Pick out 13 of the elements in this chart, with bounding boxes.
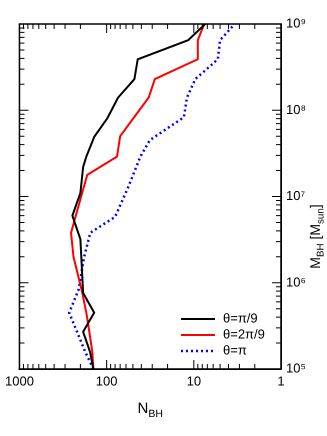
x-tick-label: 1 <box>277 373 285 388</box>
x-tick-label: 100 <box>96 373 118 388</box>
y-tick-label: 10⁹ <box>286 16 306 31</box>
x-tick-label: 10 <box>186 373 202 388</box>
y-tick-label: 10⁵ <box>286 360 306 376</box>
legend-label: θ=π/9 <box>223 310 258 326</box>
y-axis-title: MBH [Msun] <box>306 204 327 269</box>
y-tick-label: 10⁷ <box>286 188 306 204</box>
y-tick-label: 10⁸ <box>286 102 306 117</box>
legend-label: θ=2π/9 <box>223 326 265 342</box>
y-tick-label: 10⁶ <box>286 274 306 290</box>
x-tick-label: 1000 <box>5 373 34 388</box>
legend-label: θ=π <box>223 342 247 358</box>
